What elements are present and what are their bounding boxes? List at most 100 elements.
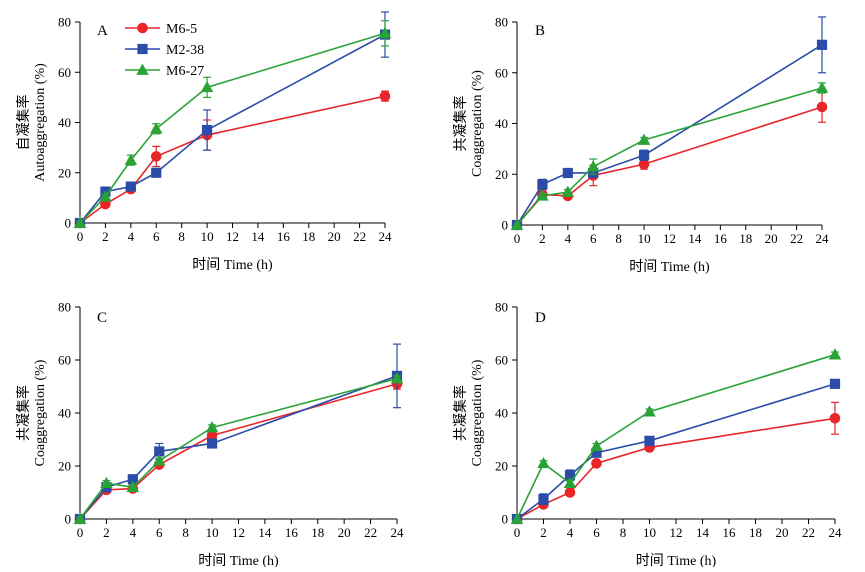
x-tick-label: 22	[802, 525, 815, 540]
x-tick-label: 0	[514, 525, 521, 540]
x-tick-label: 24	[816, 231, 830, 246]
series-m6-5	[511, 401, 841, 525]
data-point	[150, 122, 163, 134]
y-tick-label: 40	[58, 115, 71, 130]
data-point	[153, 454, 166, 466]
y-tick-label: 80	[58, 15, 71, 30]
data-point	[205, 421, 219, 433]
x-tick-label: 4	[567, 525, 574, 540]
series-m2-38	[74, 11, 391, 229]
x-tick-label: 24	[829, 525, 843, 540]
y-tick-label: 20	[58, 459, 71, 474]
x-tick-label: 24	[391, 525, 405, 540]
y-tick-label: 40	[495, 406, 508, 421]
x-tick-label: 10	[643, 525, 656, 540]
x-tick-label: 12	[232, 525, 245, 540]
data-point	[829, 413, 841, 424]
x-tick-label: 22	[364, 525, 377, 540]
data-point	[816, 39, 828, 50]
x-tick-label: 0	[514, 231, 521, 246]
x-tick-label: 10	[638, 231, 651, 246]
y-tick-label: 80	[495, 15, 508, 30]
series-m6-27	[73, 372, 404, 524]
x-tick-label: 18	[739, 231, 752, 246]
series-line	[516, 44, 823, 226]
series-line	[79, 383, 398, 520]
data-point	[561, 185, 575, 197]
x-tick-label: 22	[790, 231, 803, 246]
y-tick-label: 40	[58, 406, 71, 421]
y-axis-label-cn: 自凝集率	[15, 95, 32, 151]
x-tick-label: 6	[593, 525, 600, 540]
data-point	[590, 439, 603, 451]
series-m6-5	[74, 377, 403, 525]
series-line	[516, 353, 836, 520]
legend-label: M6-27	[166, 64, 204, 79]
x-tick-label: 6	[156, 525, 163, 540]
x-tick-label: 18	[749, 525, 762, 540]
x-tick-label: 6	[153, 229, 160, 244]
data-point	[510, 512, 524, 524]
x-tick-label: 18	[302, 229, 315, 244]
series-line	[79, 32, 386, 224]
x-tick-label: 2	[103, 525, 110, 540]
data-point	[537, 179, 548, 190]
x-tick-label: 8	[615, 231, 622, 246]
panel-letter: A	[97, 23, 108, 39]
y-tick-label: 60	[495, 353, 508, 368]
data-point	[562, 167, 573, 179]
y-axis-label-cn: 共凝集率	[452, 96, 469, 152]
data-point	[73, 216, 87, 228]
data-point	[829, 378, 841, 389]
data-point	[536, 189, 549, 201]
data-point	[73, 512, 87, 524]
data-point	[201, 124, 213, 136]
legend-marker	[136, 63, 149, 75]
data-point	[124, 153, 138, 166]
y-tick-label: 80	[58, 300, 71, 315]
x-tick-label: 2	[540, 525, 547, 540]
x-tick-label: 14	[251, 229, 265, 244]
series-m2-38	[511, 16, 828, 231]
x-tick-label: 14	[696, 525, 710, 540]
data-point	[538, 494, 549, 505]
data-point	[99, 190, 112, 202]
y-tick-label: 40	[495, 116, 508, 131]
data-point	[151, 167, 162, 178]
x-tick-label: 0	[77, 229, 84, 244]
legend-label: M6-5	[166, 22, 197, 37]
data-point	[150, 151, 162, 162]
x-tick-label: 20	[328, 229, 341, 244]
data-point	[564, 487, 576, 498]
y-axis-label-en: Coaggregation (%)	[33, 359, 48, 466]
x-tick-label: 22	[353, 229, 366, 244]
data-point	[816, 101, 828, 113]
x-tick-label: 4	[128, 229, 135, 244]
data-point	[563, 476, 577, 489]
series-line	[79, 33, 386, 224]
y-tick-label: 80	[495, 300, 508, 315]
x-tick-label: 2	[102, 229, 109, 244]
x-axis-label: 时间 Time (h)	[198, 553, 279, 567]
data-point	[644, 435, 655, 446]
data-point	[637, 133, 651, 145]
data-point	[537, 456, 550, 469]
x-axis-label: 时间 Time (h)	[636, 553, 717, 567]
data-point	[125, 181, 136, 192]
y-tick-label: 20	[495, 167, 508, 182]
x-tick-label: 12	[226, 229, 239, 244]
series-m6-27	[510, 81, 829, 230]
y-axis-label-cn: 共凝集率	[452, 385, 469, 441]
x-tick-label: 14	[688, 231, 702, 246]
x-tick-label: 8	[178, 229, 185, 244]
x-axis-label: 时间 Time (h)	[629, 259, 710, 275]
x-tick-label: 2	[539, 231, 546, 246]
series-line	[79, 375, 398, 520]
x-tick-label: 10	[201, 229, 214, 244]
panel-letter: B	[535, 23, 545, 39]
